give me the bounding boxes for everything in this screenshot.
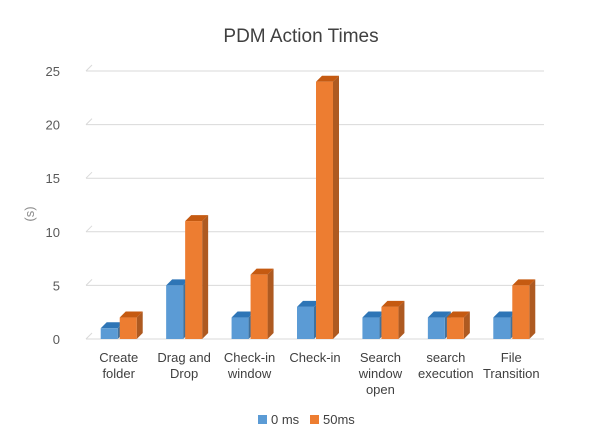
legend-swatch	[258, 415, 267, 424]
y-tick-label: 25	[46, 64, 60, 79]
bar-top	[427, 311, 451, 318]
bars	[100, 75, 536, 339]
chart-title: PDM Action Times	[223, 26, 378, 47]
bar-series2	[185, 215, 209, 339]
bar-side	[529, 279, 536, 339]
y-tick-label: 5	[53, 278, 60, 293]
bar-series2	[119, 311, 143, 339]
bar-front	[362, 317, 380, 339]
x-tick-line: execution	[418, 366, 474, 381]
x-tick-line: window	[358, 366, 403, 381]
gridlines	[85, 64, 544, 340]
bar-side	[267, 268, 274, 339]
gridline-depth	[85, 279, 93, 286]
bar-top	[493, 311, 517, 318]
gridline-depth	[85, 171, 93, 179]
y-axis-title: (s)	[22, 206, 37, 221]
bar-front	[446, 317, 464, 339]
gridline-depth	[85, 225, 93, 233]
bar-top	[446, 311, 470, 318]
bar-top	[512, 279, 536, 286]
x-tick-label: Check-in	[289, 350, 340, 365]
bar-series2	[250, 268, 274, 339]
bar-front	[185, 221, 203, 339]
legend-label: 0 ms	[271, 412, 300, 427]
bar-side	[463, 311, 470, 339]
x-tick-line: Transition	[483, 366, 540, 381]
y-tick-label: 20	[46, 118, 60, 133]
bar-top	[100, 322, 124, 329]
bar-top	[316, 75, 339, 82]
bar-top	[250, 268, 274, 275]
bar-front	[297, 306, 314, 339]
gridline-depth	[85, 118, 93, 125]
bar-front	[427, 317, 445, 339]
y-tick-label: 10	[46, 225, 60, 240]
bar-top	[297, 300, 320, 307]
y-axis-ticks: 0 5 10 15 20 25	[46, 64, 60, 347]
y-tick-label: 0	[53, 332, 60, 347]
x-tick-label: File Transition	[483, 350, 540, 381]
bar-top	[119, 311, 143, 318]
x-tick-line: Drop	[170, 366, 198, 381]
bar-series2	[316, 75, 339, 339]
x-tick-label: Create folder	[99, 350, 138, 381]
x-tick-line: open	[366, 382, 395, 397]
bar-top	[362, 311, 386, 318]
x-tick-label: Drag and Drop	[157, 350, 210, 381]
x-tick-line: Search	[360, 350, 401, 365]
bar-front	[316, 81, 333, 339]
x-tick-line: window	[227, 366, 272, 381]
bar-front	[493, 317, 511, 339]
gridline-depth	[85, 332, 93, 340]
x-tick-line: search	[426, 350, 465, 365]
bar-side	[398, 300, 405, 339]
x-tick-line: Create	[99, 350, 138, 365]
bar-front	[166, 285, 184, 339]
bar-front	[231, 317, 249, 339]
x-tick-line: Check-in	[224, 350, 275, 365]
x-tick-line: folder	[102, 366, 135, 381]
bar-series2	[381, 300, 405, 339]
bar-top	[185, 215, 209, 222]
legend: 0 ms 50ms	[258, 412, 355, 427]
x-tick-line: File	[501, 350, 522, 365]
bar-series2	[446, 311, 470, 339]
x-tick-line: Check-in	[289, 350, 340, 365]
y-tick-label: 15	[46, 171, 60, 186]
gridline-depth	[85, 64, 93, 72]
x-tick-line: Drag and	[157, 350, 210, 365]
bar-top	[166, 279, 190, 286]
bar-side	[333, 75, 339, 339]
bar-series2	[512, 279, 536, 339]
bar-front	[250, 274, 268, 339]
bar-side	[202, 215, 209, 339]
legend-swatch	[310, 415, 319, 424]
legend-label: 50ms	[323, 412, 355, 427]
x-tick-label: Check-in window	[224, 350, 275, 381]
bar-top	[381, 300, 405, 307]
bar-side	[136, 311, 143, 339]
x-tick-label: Search window open	[358, 350, 403, 397]
x-tick-label: search execution	[418, 350, 474, 381]
bar-front	[381, 306, 399, 339]
bar-front	[100, 328, 118, 339]
bar-front	[119, 317, 137, 339]
bar-top	[231, 311, 255, 318]
bar-front	[512, 285, 530, 339]
